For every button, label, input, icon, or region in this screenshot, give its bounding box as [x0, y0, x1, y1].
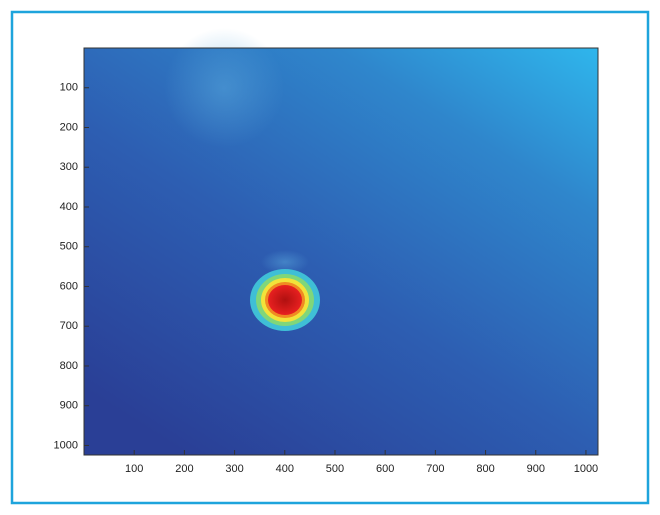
- x-tick-label: 1000: [574, 463, 598, 475]
- x-tick-label: 400: [276, 463, 294, 475]
- page: 100 200 300 400 500 600 700 800 900 1000 100 200 300…: [0, 0, 660, 515]
- x-tick-label: 900: [527, 463, 545, 475]
- y-tick-label: 200: [60, 121, 78, 133]
- x-tick-label: 200: [175, 463, 193, 475]
- y-tick-label: 300: [60, 161, 78, 173]
- y-tick-label: 700: [60, 320, 78, 332]
- y-tick-label: 800: [60, 360, 78, 372]
- heatmap-spot: [268, 285, 302, 315]
- x-tick-label: 300: [225, 463, 243, 475]
- heatmap-field: [84, 48, 598, 455]
- x-tick-label: 600: [376, 463, 394, 475]
- x-tick-label: 100: [125, 463, 143, 475]
- y-tick-label: 100: [60, 82, 78, 94]
- x-tick-label: 800: [476, 463, 494, 475]
- x-tick-label: 500: [326, 463, 344, 475]
- chart: 100 200 300 400 500 600 700 800 900 1000 100 200 300…: [0, 0, 660, 515]
- heatmap-haze: [164, 28, 284, 148]
- y-tick-label: 500: [60, 241, 78, 253]
- y-tick-label: 600: [60, 280, 78, 292]
- y-tick-label: 1000: [54, 439, 78, 451]
- y-tick-label: 400: [60, 201, 78, 213]
- x-tick-label: 700: [426, 463, 444, 475]
- y-tick-label: 900: [60, 400, 78, 412]
